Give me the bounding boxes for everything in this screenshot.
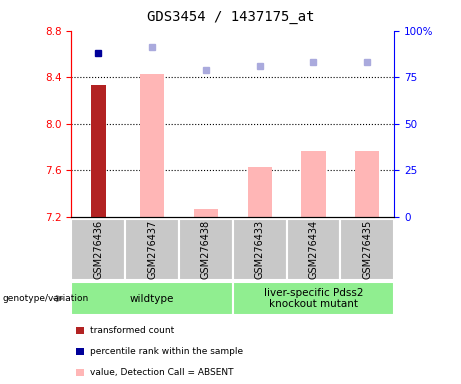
Text: genotype/variation: genotype/variation bbox=[2, 294, 89, 303]
Bar bbox=[140, 74, 164, 217]
Text: wildtype: wildtype bbox=[130, 293, 174, 304]
Bar bbox=[76, 369, 84, 376]
Bar bbox=[233, 219, 287, 280]
Text: GDS3454 / 1437175_at: GDS3454 / 1437175_at bbox=[147, 10, 314, 23]
Bar bbox=[340, 219, 394, 280]
Bar bbox=[91, 85, 106, 217]
Text: GSM276435: GSM276435 bbox=[362, 220, 372, 279]
Bar bbox=[233, 282, 394, 315]
Text: transformed count: transformed count bbox=[90, 326, 174, 335]
Text: liver-specific Pdss2
knockout mutant: liver-specific Pdss2 knockout mutant bbox=[264, 288, 363, 310]
Bar bbox=[76, 327, 84, 334]
Bar bbox=[355, 151, 379, 217]
Text: GSM276434: GSM276434 bbox=[308, 220, 319, 279]
Bar bbox=[76, 348, 84, 355]
Text: GSM276437: GSM276437 bbox=[147, 220, 157, 279]
Text: GSM276433: GSM276433 bbox=[254, 220, 265, 279]
Bar bbox=[248, 167, 272, 217]
Text: value, Detection Call = ABSENT: value, Detection Call = ABSENT bbox=[90, 368, 233, 377]
Bar bbox=[71, 282, 233, 315]
Bar bbox=[287, 219, 340, 280]
Bar bbox=[194, 209, 218, 217]
Bar bbox=[301, 151, 325, 217]
Bar bbox=[125, 219, 179, 280]
Text: GSM276438: GSM276438 bbox=[201, 220, 211, 279]
Bar bbox=[179, 219, 233, 280]
Bar bbox=[71, 219, 125, 280]
Text: percentile rank within the sample: percentile rank within the sample bbox=[90, 347, 243, 356]
Text: GSM276436: GSM276436 bbox=[93, 220, 103, 279]
